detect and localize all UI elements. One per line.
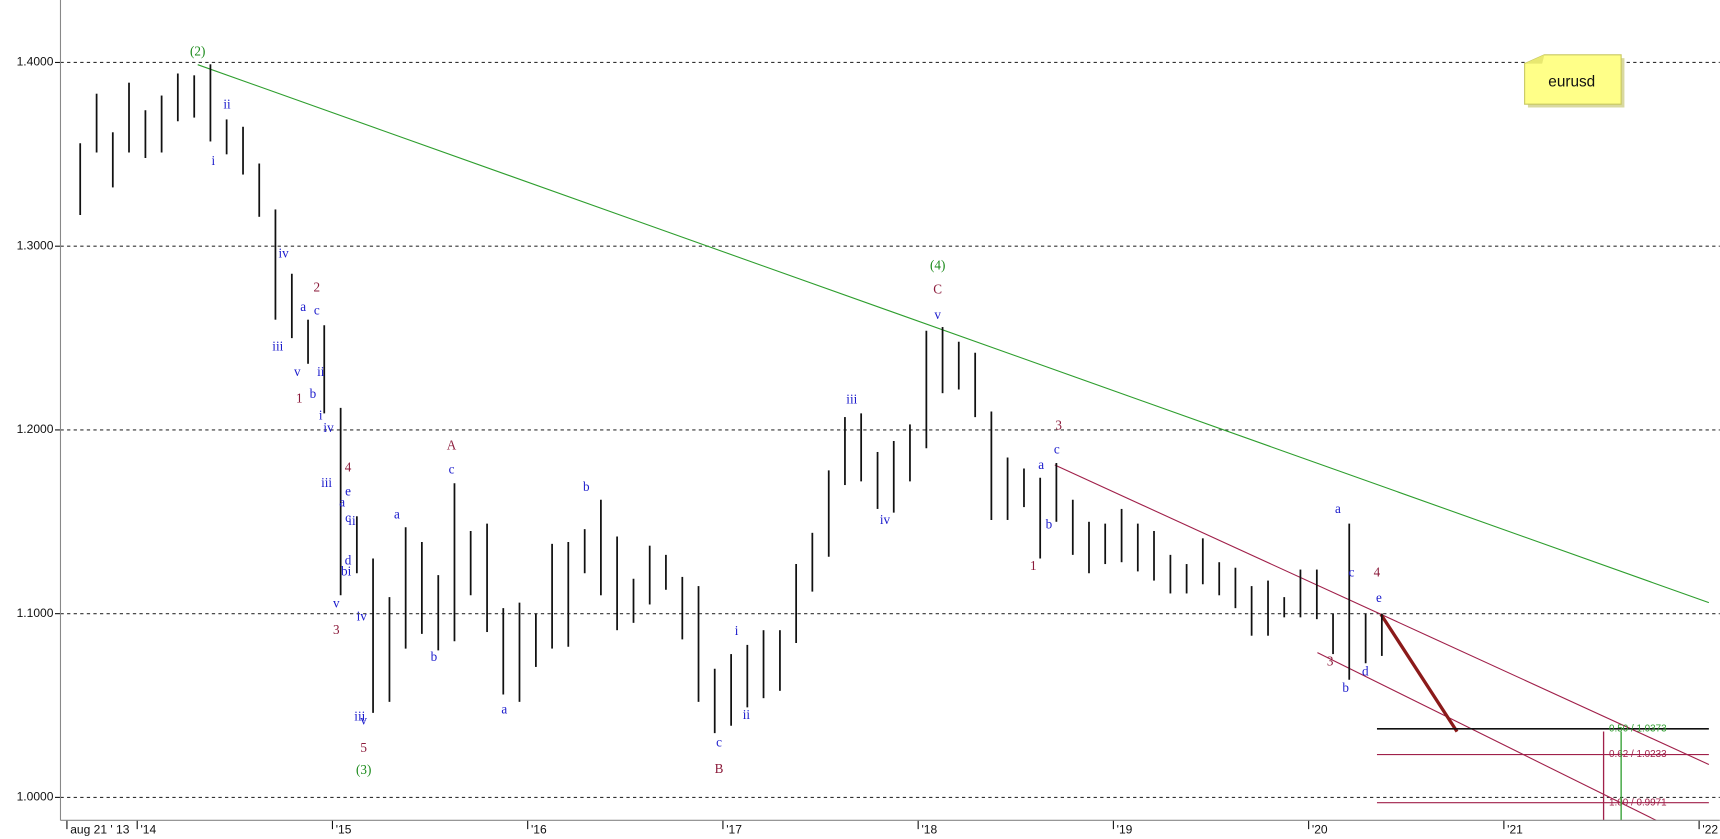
wave-label: c xyxy=(345,510,351,525)
wave-label: b xyxy=(583,479,590,494)
wave-label: iv xyxy=(880,512,891,527)
x-tick-label: '18 xyxy=(921,822,937,836)
wave-label: (2) xyxy=(190,44,205,59)
wave-label: a xyxy=(300,299,306,314)
wave-label: a xyxy=(394,507,400,522)
fib-label: 1.00 / 0.9971 xyxy=(1609,797,1667,808)
wave-label: a xyxy=(1335,501,1341,516)
x-tick-label: '20 xyxy=(1312,822,1328,836)
y-tick-label: 1.2000 xyxy=(17,422,54,436)
grid: 1.0000 1.1000 1.2000 1.3000 1.4000 aug 21 ' 1… xyxy=(17,55,1720,836)
wave-label: c xyxy=(314,302,320,317)
fib-label: 0.62 / 1.0233 xyxy=(1609,749,1667,760)
wave-label: a xyxy=(1038,457,1044,472)
wave-label: bi xyxy=(341,564,352,579)
x-tick-label: '16 xyxy=(531,822,547,836)
note-text: eurusd xyxy=(1548,73,1595,90)
x-tick-label: '19 xyxy=(1117,822,1133,836)
note-fold xyxy=(1524,54,1545,64)
wave-label: 4 xyxy=(345,459,352,474)
wave-label: b xyxy=(1342,680,1349,695)
wave-label: (4) xyxy=(930,257,945,272)
trendline xyxy=(1379,613,1459,733)
wave-label: iii xyxy=(321,475,332,490)
wave-label: e xyxy=(345,483,351,498)
wave-label: 2 xyxy=(314,279,321,294)
wave-label: c xyxy=(449,462,455,477)
wave-label: 4 xyxy=(1374,565,1381,580)
wave-label: i xyxy=(735,623,739,638)
wave-label: 1 xyxy=(296,390,303,405)
wave-label: iv xyxy=(357,608,368,623)
x-tick-label: '17 xyxy=(726,822,742,836)
trendline xyxy=(197,64,1710,604)
wave-label: b xyxy=(431,649,438,664)
x-tick-label: '15 xyxy=(336,822,352,836)
wave-label: a xyxy=(339,494,345,509)
wave-label: v xyxy=(360,713,367,728)
wave-label: iii xyxy=(272,339,283,354)
y-tick-label: 1.1000 xyxy=(17,606,54,620)
trendline xyxy=(1317,652,1657,821)
wave-label: 1 xyxy=(1030,558,1037,573)
wave-label: a xyxy=(501,702,507,717)
x-tick-label: aug 21 ' 13 xyxy=(70,822,130,836)
wave-label: (3) xyxy=(356,762,371,777)
x-tick-label: '21 xyxy=(1507,822,1523,836)
wave-label: v xyxy=(333,595,340,610)
wave-label: v xyxy=(294,364,301,379)
y-tick-label: 1.4000 xyxy=(17,55,54,69)
price-bars xyxy=(79,64,1383,734)
wave-label: c xyxy=(1349,565,1355,580)
note-box xyxy=(1524,54,1622,105)
wave-label: 3 xyxy=(333,622,340,637)
wave-label: c xyxy=(1054,442,1060,457)
wave-label: i xyxy=(212,153,216,168)
wave-label: iv xyxy=(323,420,334,435)
wave-label: ii xyxy=(743,707,751,722)
wave-label: b xyxy=(1046,516,1053,531)
wave-label: d xyxy=(1362,663,1369,678)
fib-label: 0.50 / 1.0373 xyxy=(1609,723,1667,734)
wave-label: v xyxy=(934,307,941,322)
wave-label: e xyxy=(1376,590,1382,605)
wave-label: iii xyxy=(846,391,857,406)
wave-label: i xyxy=(319,408,323,423)
wave-label: ii xyxy=(223,96,231,111)
wave-label: 3 xyxy=(1327,654,1334,669)
wave-label: 3 xyxy=(1055,418,1062,433)
wave-label: c xyxy=(716,735,722,750)
wave-label: B xyxy=(715,761,724,776)
wave-label: 5 xyxy=(360,740,367,755)
wave-label: b xyxy=(310,386,317,401)
y-tick-label: 1.0000 xyxy=(17,790,54,804)
y-tick-label: 1.3000 xyxy=(17,238,54,252)
x-tick-label: '14 xyxy=(141,822,157,836)
wave-label: ii xyxy=(348,513,356,528)
x-tick-label: '22 xyxy=(1702,822,1718,836)
wave-label: A xyxy=(447,437,457,452)
wave-label: C xyxy=(933,282,942,297)
wave-label: iv xyxy=(279,245,290,260)
wave-label: ii xyxy=(317,364,325,379)
wave-label: iii xyxy=(354,708,365,723)
note: eurusd xyxy=(1524,54,1625,108)
wave-label: d xyxy=(345,552,352,567)
